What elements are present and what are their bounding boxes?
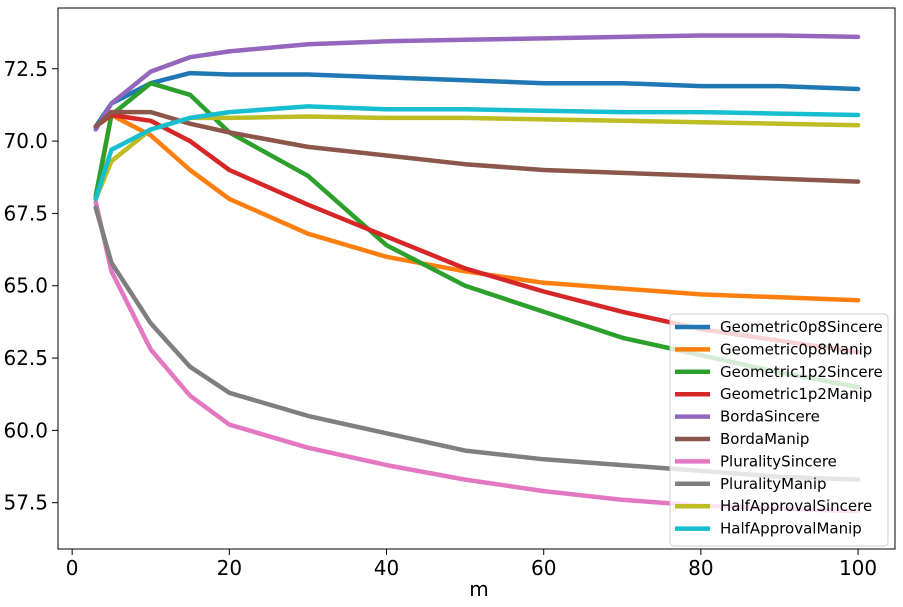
legend-label-2: Geometric1p2Sincere [720, 363, 883, 381]
legend-label-8: HalfApprovalSincere [720, 497, 872, 515]
legend-label-9: HalfApprovalManip [720, 520, 862, 538]
legend-label-3: Geometric1p2Manip [720, 385, 872, 403]
y-tick-label-5: 70.0 [3, 129, 48, 153]
series-line-9 [93, 104, 861, 202]
y-tick-label-1: 60.0 [3, 418, 48, 442]
legend: Geometric0p8Sincere Geometric0p8Manip Geom… [669, 313, 889, 547]
plot-frame [57, 7, 896, 550]
legend-label-1: Geometric0p8Manip [720, 340, 872, 358]
legend-label-6: PluralitySincere [720, 452, 837, 470]
legend-label-0: Geometric0p8Sincere [720, 318, 883, 336]
x-tick-label-3: 60 [531, 556, 556, 580]
x-tick-label-0: 0 [66, 556, 79, 580]
y-tick-label-2: 62.5 [3, 346, 48, 370]
x-axis-title: m [469, 577, 488, 601]
x-tick-label-5: 100 [839, 556, 877, 580]
series-line-5 [93, 109, 861, 184]
legend-box [669, 313, 889, 547]
legend-label-7: PluralityManip [720, 475, 827, 493]
series-lines [93, 33, 861, 514]
series-line-4 [93, 33, 861, 132]
x-tick-label-4: 80 [688, 556, 713, 580]
series-line-1 [93, 112, 861, 303]
y-tick-label-3: 65.0 [3, 274, 48, 298]
legend-label-4: BordaSincere [720, 408, 820, 426]
x-axis: 0 20 40 60 80 100 [66, 549, 877, 580]
legend-label-5: BordaManip [720, 430, 809, 448]
y-axis: 57.5 60.0 62.5 65.0 67.5 70.0 72.5 [3, 57, 58, 515]
y-tick-label-4: 67.5 [3, 201, 48, 225]
y-tick-label-0: 57.5 [3, 491, 48, 515]
x-tick-label-2: 40 [374, 556, 399, 580]
x-tick-label-1: 20 [217, 556, 242, 580]
y-tick-label-6: 72.5 [3, 57, 48, 81]
